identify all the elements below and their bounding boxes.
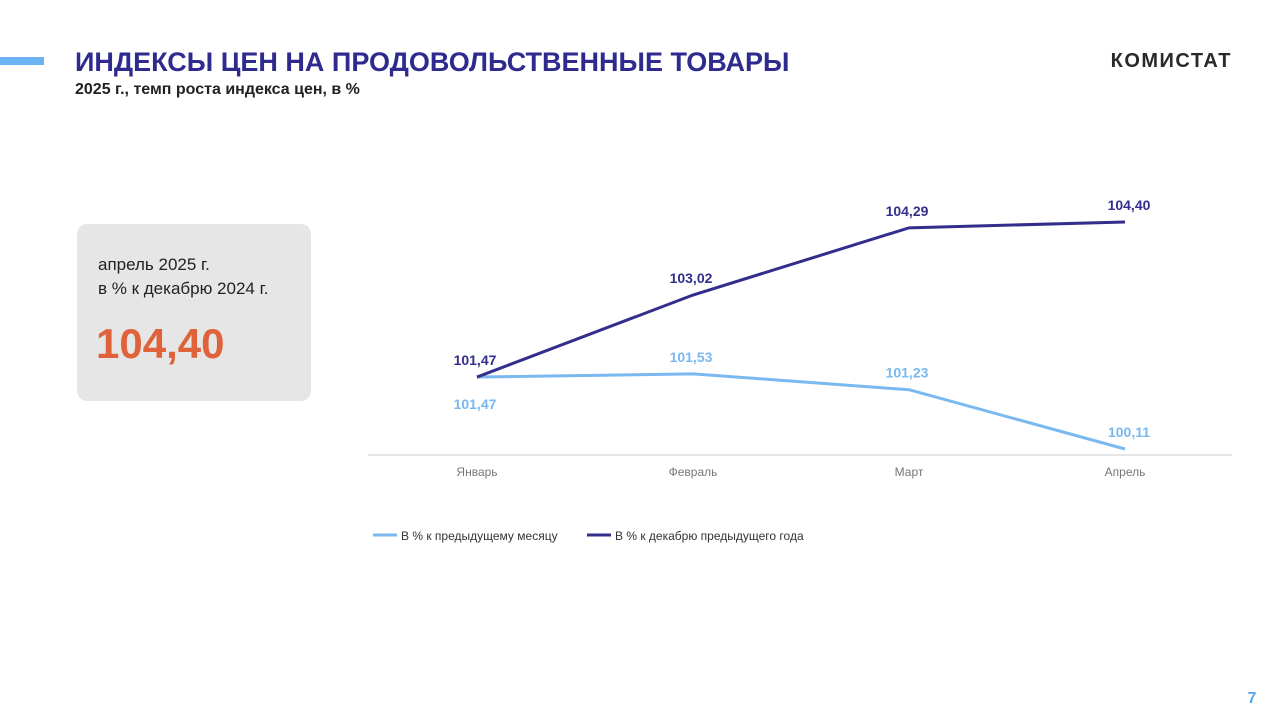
data-label: 101,53 <box>670 349 713 365</box>
data-label: 101,47 <box>454 352 497 368</box>
data-label: 104,40 <box>1108 197 1151 213</box>
legend-label: В % к декабрю предыдущего года <box>615 529 804 543</box>
data-label: 101,23 <box>886 365 929 381</box>
series-line <box>476 220 1126 379</box>
data-label: 103,02 <box>670 270 713 286</box>
slide-subtitle: 2025 г., темп роста индекса цен, в % <box>75 81 360 98</box>
summary-card <box>77 224 311 401</box>
data-label: 104,29 <box>886 203 929 219</box>
legend-label: В % к предыдущему месяцу <box>401 529 558 543</box>
card-line: апрель 2025 г. <box>98 255 210 274</box>
series-line <box>476 372 1126 451</box>
x-tick-label: Январь <box>456 465 497 479</box>
accent-bar <box>0 57 44 65</box>
x-tick-label: Апрель <box>1105 465 1146 479</box>
card-value: 104,40 <box>96 320 224 367</box>
x-tick-label: Март <box>895 465 924 479</box>
x-tick-label: Февраль <box>669 465 718 479</box>
card-line: в % к декабрю 2024 г. <box>98 279 268 298</box>
data-label: 101,47 <box>454 396 497 412</box>
page-number: 7 <box>1248 690 1257 707</box>
logo: КОМИСТАТ <box>1111 50 1232 72</box>
data-label: 100,11 <box>1108 424 1150 440</box>
slide-title: ИНДЕКСЫ ЦЕН НА ПРОДОВОЛЬСТВЕННЫЕ ТОВАРЫ <box>75 47 789 77</box>
